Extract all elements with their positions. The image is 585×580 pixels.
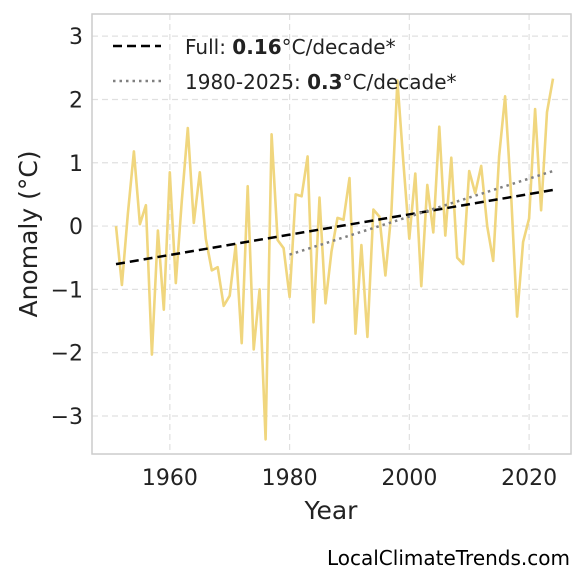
site-watermark: LocalClimateTrends.com <box>326 546 570 570</box>
legend-full-prefix: Full: <box>185 35 232 59</box>
y-tick-label: 3 <box>69 25 83 50</box>
y-axis-label: Anomaly (°C) <box>14 150 43 317</box>
legend-full-value: 0.16 <box>232 35 281 59</box>
x-tick-label: 1960 <box>142 466 198 491</box>
y-tick-label: 2 <box>69 88 83 113</box>
x-tick-label: 1980 <box>262 466 318 491</box>
y-tick-label: −2 <box>51 342 83 367</box>
series-layer <box>114 78 555 441</box>
anomaly-series-line <box>114 78 555 441</box>
y-tick-label: 0 <box>69 215 83 240</box>
legend-recent-value: 0.3 <box>307 70 342 94</box>
full-trend-line <box>115 188 554 266</box>
recent-trend-line <box>289 169 554 256</box>
chart: 1960 1980 2000 2020 −3 −2 −1 0 1 2 3 Year Anomaly … <box>14 13 572 525</box>
legend-recent-suffix: °C/decade* <box>343 70 457 94</box>
legend: Full: 0.16°C/decade* 1980-2025: 0.3°C/de… <box>113 35 457 94</box>
y-tick-label: 1 <box>69 152 83 177</box>
legend-label-recent: 1980-2025: 0.3°C/decade* <box>185 70 457 94</box>
x-tick-label: 2020 <box>501 466 557 491</box>
x-axis-label: Year <box>304 496 359 525</box>
y-tick-label: −3 <box>51 405 83 430</box>
plot-background <box>92 14 571 454</box>
plot-frame <box>91 13 572 455</box>
y-tick-label: −1 <box>51 278 83 303</box>
x-tick-label: 2000 <box>381 466 437 491</box>
ticks: 1960 1980 2000 2020 −3 −2 −1 0 1 2 3 <box>51 25 558 491</box>
legend-label-full: Full: 0.16°C/decade* <box>185 35 396 59</box>
legend-full-suffix: °C/decade* <box>282 35 396 59</box>
legend-recent-prefix: 1980-2025: <box>185 70 307 94</box>
